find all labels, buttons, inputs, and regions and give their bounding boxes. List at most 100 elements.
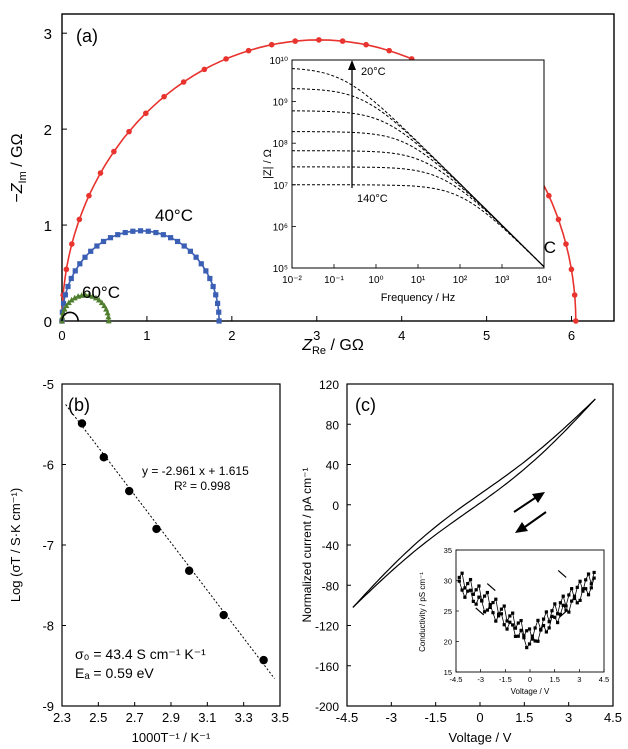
panel-a-inset-ticks: 10⁻² 10⁻¹ 10⁰ 10¹ 10² 10³ 10⁴ 10⁵ 10⁶ 10⁷ 10⁸ 10⁹ 10… — [270, 56, 552, 286]
panel-c-inset-ylabel: Conductivity / pS cm⁻¹ — [418, 572, 427, 652]
data-point — [68, 275, 74, 282]
x-tick-label: 4 — [398, 328, 405, 343]
y-tick-label: 40 — [326, 459, 340, 473]
y-tick-label: 1 — [44, 218, 52, 235]
series-line — [292, 150, 545, 268]
x-tick-label: 1.5 — [515, 710, 533, 725]
panel-a-xlabel: ZRe / GΩ — [301, 337, 364, 357]
x-tick-label: 10⁰ — [368, 275, 383, 286]
data-point — [193, 254, 199, 260]
data-point — [207, 275, 213, 282]
data-point — [216, 318, 222, 324]
data-point — [60, 300, 67, 307]
data-point — [216, 309, 222, 315]
data-point — [100, 238, 107, 245]
panel-c-xlabel: Voltage / V — [449, 730, 512, 745]
x-tick-label: -3 — [386, 710, 398, 725]
x-tick-label: 2.9 — [162, 710, 180, 725]
panel-a-inset: 10⁻² 10⁻¹ 10⁰ 10¹ 10² 10³ 10⁴ 10⁵ 10⁶ 10⁷ 10⁸ 10⁹ 10… — [262, 56, 552, 304]
data-point — [568, 266, 575, 273]
y-tick-label: -6 — [42, 458, 54, 473]
data-point — [386, 47, 392, 54]
y-tick-label: 25 — [444, 607, 452, 616]
panel-a-inset-arrow-bottom-label: 140°C — [357, 193, 388, 205]
panel-c-inset-frame — [455, 549, 605, 673]
panel-a-ylabel: −ZIm / GΩ — [9, 133, 29, 202]
series-line — [352, 398, 596, 608]
x-tick-label: 6 — [568, 328, 575, 343]
y-tick-label: -160 — [315, 660, 339, 674]
data-point — [268, 41, 275, 48]
data-point — [219, 610, 228, 620]
data-point — [82, 254, 88, 260]
y-tick-label: 10⁷ — [273, 181, 288, 192]
inset-direction-arrow — [557, 569, 567, 578]
x-tick-label: 10⁴ — [536, 275, 551, 286]
x-tick-label: -1.5 — [424, 710, 446, 725]
data-point — [174, 238, 181, 245]
data-point — [316, 37, 322, 43]
x-tick-label: 4.5 — [604, 710, 622, 725]
data-point — [122, 229, 128, 236]
data-point — [187, 248, 193, 254]
data-point — [592, 576, 596, 580]
data-point — [97, 170, 104, 176]
arrow-head-icon — [532, 492, 545, 503]
y-tick-label: -200 — [315, 700, 339, 714]
data-point — [69, 241, 75, 247]
data-point — [76, 216, 83, 223]
panel-a-inset-arrow-top-label: 20°C — [361, 66, 386, 78]
data-point — [126, 128, 132, 135]
x-tick-label: 10⁻¹ — [324, 275, 344, 286]
data-point — [214, 300, 221, 307]
data-point — [125, 486, 134, 496]
series-line — [292, 166, 545, 268]
x-tick-label: 3 — [577, 675, 581, 684]
y-tick-label: 10¹⁰ — [270, 56, 288, 67]
panel-c: (c) -4.5 -3 -1.5 0 1.5 3 4.5 120 80 40 0 -40 -80 -120… — [300, 378, 622, 745]
data-point — [571, 292, 578, 298]
data-point — [555, 216, 562, 223]
inset-direction-arrow — [486, 583, 496, 592]
y-tick-label: 10⁵ — [273, 264, 288, 275]
arrow-head-icon — [348, 60, 356, 70]
data-point — [130, 228, 136, 234]
y-tick-label: -40 — [322, 539, 340, 553]
data-point — [101, 302, 108, 309]
data-point — [572, 318, 579, 324]
y-tick-label: 0 — [332, 499, 339, 513]
panel-a-frame — [61, 13, 615, 322]
panel-c-curves — [352, 398, 596, 608]
data-point — [201, 66, 208, 73]
data-point — [77, 419, 87, 428]
x-tick-label: 10³ — [495, 275, 510, 286]
data-point — [65, 283, 71, 290]
panel-c-ticks: -4.5 -3 -1.5 0 1.5 3 4.5 120 80 40 0 -40 -80 -120 -160… — [315, 378, 622, 725]
x-tick-label: 3.5 — [271, 710, 289, 725]
x-tick-label: 2 — [228, 328, 235, 343]
data-point — [210, 283, 216, 290]
data-point — [86, 292, 93, 298]
data-point — [161, 93, 167, 100]
panel-c-inset-points — [457, 569, 596, 650]
series-line — [291, 68, 545, 268]
panel-b-xlabel: 1000T⁻¹ / K⁻¹ — [132, 730, 211, 745]
data-point — [115, 232, 121, 238]
inset-direction-arrow — [559, 609, 568, 618]
x-tick-label: 1.5 — [549, 675, 559, 684]
x-tick-label: 0 — [528, 675, 532, 684]
data-point — [61, 306, 68, 312]
panel-b-points — [65, 404, 275, 679]
y-tick-label: 10⁸ — [273, 139, 288, 150]
data-point — [259, 655, 268, 665]
data-point — [94, 243, 100, 249]
x-tick-label: 4.5 — [599, 675, 609, 684]
panel-c-ylabel: Normalized current / pA cm⁻¹ — [300, 467, 314, 622]
y-tick-label: 120 — [319, 378, 339, 392]
x-tick-label: -3 — [477, 675, 484, 684]
panel-a-series-label-40: 40°C — [155, 206, 193, 225]
fit-line — [65, 404, 275, 679]
y-tick-label: 30 — [444, 577, 452, 586]
